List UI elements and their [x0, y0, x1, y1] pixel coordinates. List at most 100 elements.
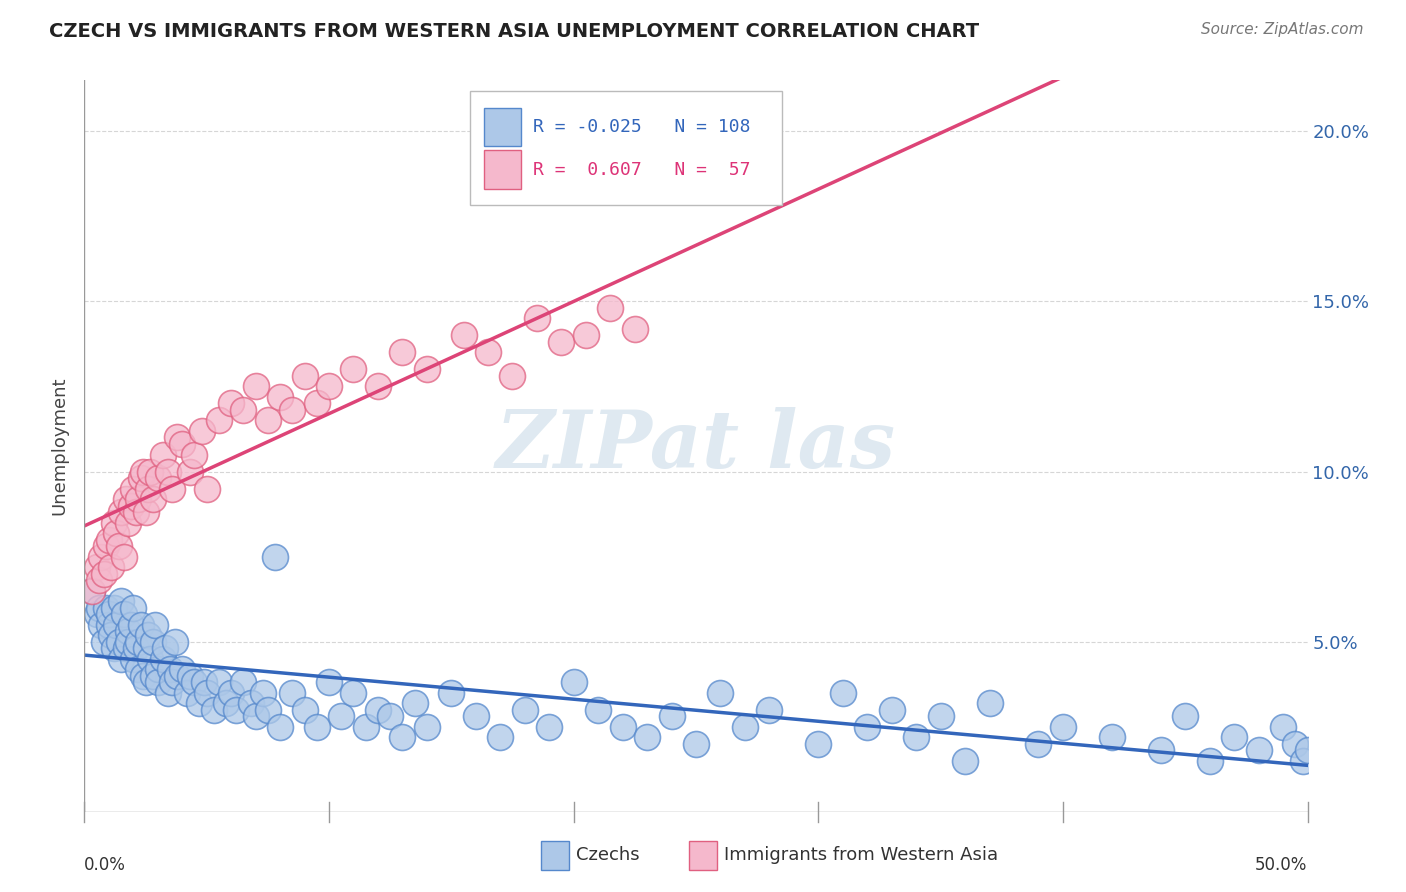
Point	[176, 686, 198, 700]
Point	[758, 703, 780, 717]
Point	[245, 379, 267, 393]
Point	[122, 482, 145, 496]
Point	[219, 686, 242, 700]
Point	[183, 448, 205, 462]
Point	[172, 662, 194, 676]
Point	[1223, 730, 1246, 744]
Point	[115, 641, 138, 656]
Text: 0.0%: 0.0%	[84, 856, 127, 874]
Point	[152, 651, 174, 665]
Point	[105, 525, 128, 540]
Point	[112, 549, 135, 564]
Point	[117, 624, 139, 639]
Point	[136, 628, 159, 642]
Point	[294, 369, 316, 384]
Point	[87, 600, 110, 615]
Point	[1101, 730, 1123, 744]
Point	[416, 362, 439, 376]
Point	[139, 465, 162, 479]
Point	[135, 641, 157, 656]
Point	[219, 396, 242, 410]
Point	[905, 730, 928, 744]
Text: Immigrants from Western Asia: Immigrants from Western Asia	[724, 847, 998, 864]
Point	[191, 424, 214, 438]
Point	[139, 651, 162, 665]
Point	[856, 720, 879, 734]
Text: ZIPat las: ZIPat las	[496, 408, 896, 484]
Point	[624, 321, 647, 335]
Point	[489, 730, 512, 744]
Point	[1284, 737, 1306, 751]
Point	[612, 720, 634, 734]
Point	[143, 617, 166, 632]
Point	[416, 720, 439, 734]
Point	[208, 675, 231, 690]
Point	[380, 709, 402, 723]
Point	[257, 413, 280, 427]
Point	[294, 703, 316, 717]
Point	[97, 533, 120, 547]
Point	[159, 662, 181, 676]
Point	[550, 335, 572, 350]
Point	[142, 634, 165, 648]
FancyBboxPatch shape	[470, 91, 782, 204]
Point	[342, 686, 364, 700]
Point	[86, 607, 108, 622]
Bar	[484, 151, 522, 188]
Point	[146, 662, 169, 676]
Point	[97, 617, 120, 632]
Point	[156, 465, 179, 479]
Point	[103, 516, 125, 530]
Point	[252, 686, 274, 700]
Point	[586, 703, 609, 717]
Point	[979, 696, 1001, 710]
Point	[709, 686, 731, 700]
Point	[142, 491, 165, 506]
Point	[1292, 754, 1315, 768]
Point	[225, 703, 247, 717]
Point	[232, 403, 254, 417]
Point	[661, 709, 683, 723]
Point	[929, 709, 952, 723]
Point	[281, 403, 304, 417]
Point	[562, 675, 585, 690]
Point	[122, 600, 145, 615]
Point	[188, 696, 211, 710]
Point	[146, 675, 169, 690]
Point	[281, 686, 304, 700]
Point	[179, 668, 201, 682]
Point	[354, 720, 377, 734]
Point	[1272, 720, 1295, 734]
Point	[120, 499, 142, 513]
Point	[807, 737, 830, 751]
Point	[831, 686, 853, 700]
Point	[391, 345, 413, 359]
Point	[100, 628, 122, 642]
Point	[110, 505, 132, 519]
Point	[162, 675, 184, 690]
Point	[117, 634, 139, 648]
Point	[90, 617, 112, 632]
Text: Source: ZipAtlas.com: Source: ZipAtlas.com	[1201, 22, 1364, 37]
Point	[526, 311, 548, 326]
Text: R = -0.025   N = 108: R = -0.025 N = 108	[533, 118, 751, 136]
Point	[162, 482, 184, 496]
Point	[305, 720, 328, 734]
Point	[179, 465, 201, 479]
Point	[477, 345, 499, 359]
Point	[127, 662, 149, 676]
Point	[1028, 737, 1050, 751]
Point	[166, 430, 188, 444]
Point	[132, 465, 155, 479]
Point	[127, 491, 149, 506]
Point	[367, 703, 389, 717]
Point	[163, 634, 186, 648]
Point	[440, 686, 463, 700]
Point	[156, 686, 179, 700]
Point	[599, 301, 621, 316]
Point	[195, 482, 218, 496]
Text: CZECH VS IMMIGRANTS FROM WESTERN ASIA UNEMPLOYMENT CORRELATION CHART: CZECH VS IMMIGRANTS FROM WESTERN ASIA UN…	[49, 22, 980, 41]
Point	[1296, 743, 1319, 757]
Point	[103, 641, 125, 656]
Point	[232, 675, 254, 690]
